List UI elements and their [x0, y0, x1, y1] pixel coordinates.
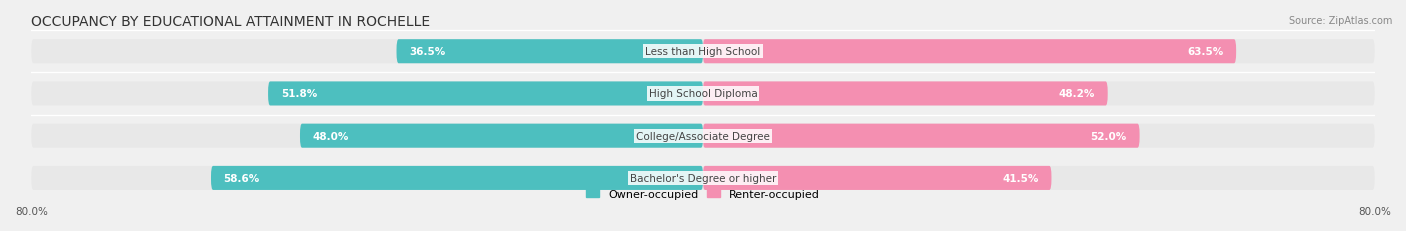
FancyBboxPatch shape [31, 124, 1375, 148]
FancyBboxPatch shape [211, 166, 703, 190]
FancyBboxPatch shape [703, 82, 1108, 106]
Text: 41.5%: 41.5% [1002, 173, 1039, 183]
FancyBboxPatch shape [703, 166, 1052, 190]
Text: High School Diploma: High School Diploma [648, 89, 758, 99]
FancyBboxPatch shape [31, 40, 1375, 64]
Text: 63.5%: 63.5% [1187, 47, 1223, 57]
Text: 48.0%: 48.0% [312, 131, 349, 141]
Text: Bachelor's Degree or higher: Bachelor's Degree or higher [630, 173, 776, 183]
Text: 36.5%: 36.5% [409, 47, 446, 57]
Text: 48.2%: 48.2% [1059, 89, 1095, 99]
Text: OCCUPANCY BY EDUCATIONAL ATTAINMENT IN ROCHELLE: OCCUPANCY BY EDUCATIONAL ATTAINMENT IN R… [31, 15, 430, 29]
FancyBboxPatch shape [396, 40, 703, 64]
Text: Less than High School: Less than High School [645, 47, 761, 57]
Text: 51.8%: 51.8% [281, 89, 316, 99]
FancyBboxPatch shape [269, 82, 703, 106]
FancyBboxPatch shape [703, 40, 1236, 64]
Text: 58.6%: 58.6% [224, 173, 260, 183]
FancyBboxPatch shape [703, 124, 1140, 148]
Text: College/Associate Degree: College/Associate Degree [636, 131, 770, 141]
Text: 52.0%: 52.0% [1091, 131, 1128, 141]
FancyBboxPatch shape [31, 82, 1375, 106]
Text: Source: ZipAtlas.com: Source: ZipAtlas.com [1288, 16, 1392, 26]
FancyBboxPatch shape [31, 166, 1375, 190]
Legend: Owner-occupied, Renter-occupied: Owner-occupied, Renter-occupied [586, 189, 820, 199]
FancyBboxPatch shape [299, 124, 703, 148]
